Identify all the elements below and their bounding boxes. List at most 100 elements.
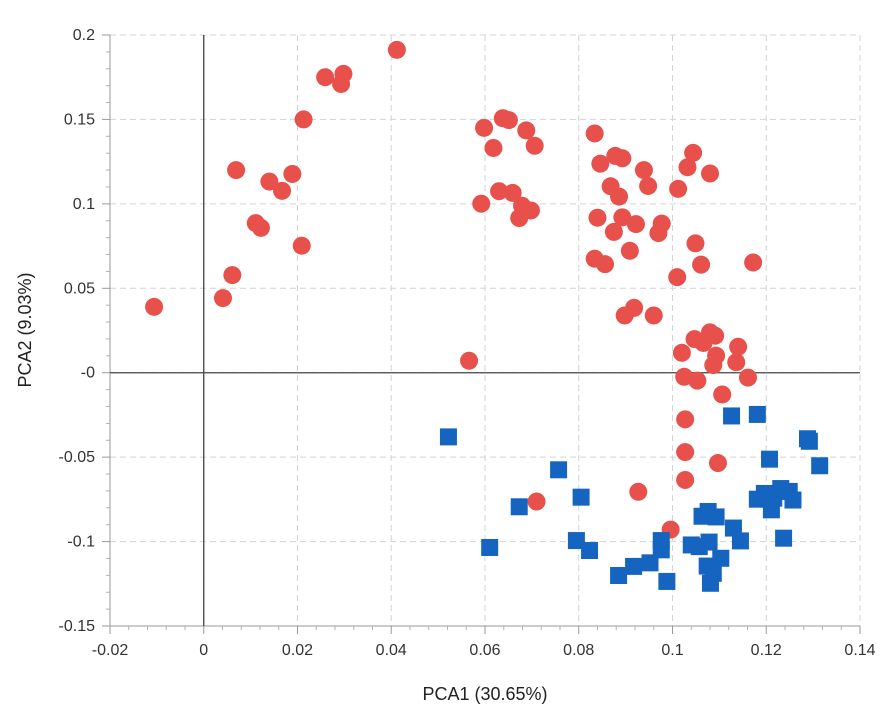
square-point <box>550 461 568 479</box>
circle-point <box>738 368 757 387</box>
circle-point <box>701 164 719 183</box>
circle-point <box>676 470 695 489</box>
square-point <box>581 542 599 560</box>
circle-point <box>713 385 732 404</box>
circle-point <box>292 236 311 255</box>
x-tick-label: 0.04 <box>376 642 407 659</box>
circle-point <box>676 410 695 429</box>
square-point <box>748 405 766 423</box>
square-point <box>439 428 457 446</box>
circle-point <box>484 138 503 157</box>
circle-point <box>678 158 697 177</box>
square-point <box>761 450 779 468</box>
x-tick-label: 0.14 <box>844 642 875 659</box>
circle-point <box>727 353 746 372</box>
circle-point <box>316 68 335 87</box>
circle-point <box>251 218 270 237</box>
circle-point <box>596 255 614 274</box>
square-point <box>707 508 725 526</box>
x-tick-label: 0.12 <box>751 642 782 659</box>
y-tick-label: -0.15 <box>59 618 96 635</box>
circle-point <box>260 172 279 191</box>
x-axis-ticks: -0.02 0 0.02 0.04 0.06 0.08 0.1 0.12 0.14 <box>92 626 876 659</box>
square-point <box>800 432 818 450</box>
circle-point <box>613 149 632 168</box>
y-axis-title: PCA2 (9.03%) <box>15 272 35 387</box>
x-axis-title: PCA1 (30.65%) <box>422 684 547 704</box>
circle-point <box>672 343 691 362</box>
x-tick-label: 0.1 <box>661 642 683 659</box>
y-tick-label: -0.1 <box>67 534 95 551</box>
circle-point <box>729 337 748 356</box>
circle-point <box>503 183 522 202</box>
circle-point <box>460 351 479 370</box>
circle-point <box>273 181 292 200</box>
square-point <box>652 532 670 550</box>
square-point <box>811 457 829 475</box>
square-point <box>481 538 499 556</box>
square-point <box>723 407 741 425</box>
circle-point <box>686 234 705 253</box>
circle-point <box>688 371 707 390</box>
circle-point <box>692 255 711 274</box>
x-tick-label: 0.02 <box>282 642 313 659</box>
y-tick-label: 0.05 <box>64 280 95 297</box>
circle-point <box>334 64 353 83</box>
circle-point <box>652 214 671 233</box>
circle-point <box>294 110 313 129</box>
circle-point <box>527 492 546 511</box>
circle-point <box>213 289 232 308</box>
square-point <box>658 572 676 590</box>
x-tick-label: 0.08 <box>563 642 594 659</box>
x-tick-label: 0.06 <box>469 642 500 659</box>
zero-lines <box>110 35 860 626</box>
circle-point <box>472 194 491 213</box>
circle-point <box>668 268 687 287</box>
circle-point <box>387 40 406 59</box>
square-point <box>610 567 628 585</box>
square-point <box>572 488 590 506</box>
y-tick-label: 0.2 <box>73 27 95 44</box>
circle-point <box>707 346 726 365</box>
circle-point <box>591 154 610 173</box>
square-point <box>625 557 643 575</box>
circle-point <box>644 306 663 325</box>
circle-point <box>620 241 639 260</box>
circle-point <box>604 222 623 241</box>
square-point <box>784 491 802 509</box>
circle-point <box>626 215 645 234</box>
square-point <box>567 532 585 550</box>
circle-point <box>708 454 727 473</box>
circle-point <box>145 297 164 316</box>
square-point <box>731 532 749 550</box>
circle-point <box>629 482 648 501</box>
circle-point <box>521 201 540 220</box>
circle-point <box>676 443 695 462</box>
circle-point <box>684 143 703 162</box>
y-tick-label: -0.05 <box>59 449 96 466</box>
square-point <box>510 498 528 516</box>
square-point <box>641 554 659 572</box>
circle-point <box>227 161 246 180</box>
square-point <box>704 564 722 582</box>
circle-point <box>706 326 725 345</box>
circle-point <box>525 136 544 155</box>
y-axis-ticks: -0.15 -0.1 -0.05 -0 0.05 0.1 0.15 0.2 <box>59 27 110 635</box>
square-point <box>724 519 742 537</box>
circle-point <box>490 182 509 201</box>
x-tick-label: -0.02 <box>92 642 129 659</box>
circle-point <box>610 187 629 206</box>
circle-point <box>475 118 494 137</box>
circle-point <box>283 164 302 183</box>
circle-point <box>669 179 688 198</box>
square-point <box>700 533 718 551</box>
circle-point <box>223 266 242 285</box>
circle-point <box>499 111 518 130</box>
y-tick-label: 0.15 <box>64 111 95 128</box>
square-point <box>775 529 793 547</box>
y-tick-label: -0 <box>81 365 95 382</box>
circle-point <box>639 176 658 195</box>
circle-point <box>634 161 653 180</box>
circle-point <box>517 121 536 140</box>
circle-point <box>625 298 644 317</box>
